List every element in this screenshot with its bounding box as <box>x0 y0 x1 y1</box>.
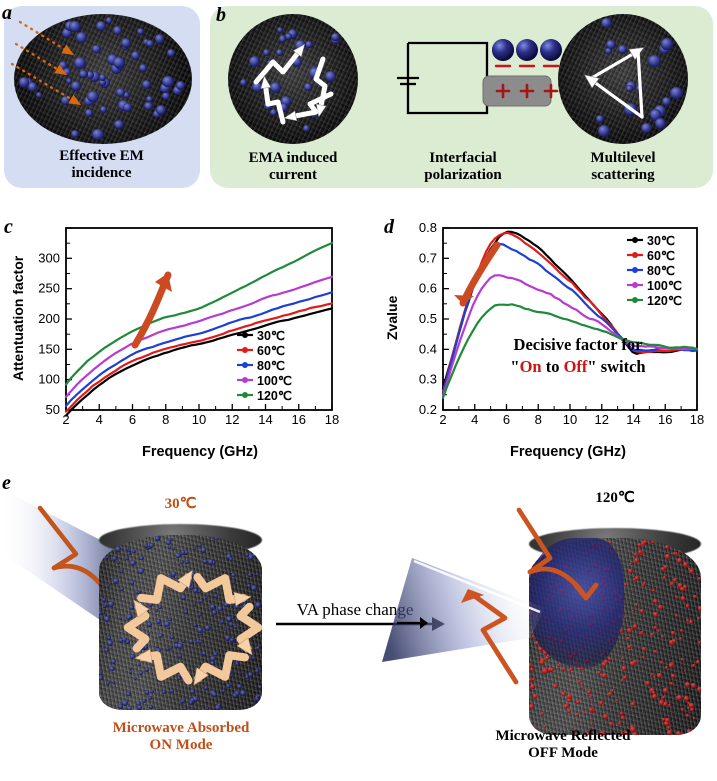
svg-text:2: 2 <box>439 412 446 427</box>
svg-text:6: 6 <box>503 412 510 427</box>
svg-text:0.6: 0.6 <box>419 281 437 296</box>
svg-text:8: 8 <box>535 412 542 427</box>
svg-text:120℃: 120℃ <box>647 294 682 308</box>
svg-text:0.8: 0.8 <box>419 220 437 235</box>
svg-text:0.2: 0.2 <box>419 402 437 417</box>
svg-text:"On to Off" switch: "On to Off" switch <box>510 357 645 376</box>
svg-text:Decisive factor for: Decisive factor for <box>514 335 643 354</box>
svg-text:60℃: 60℃ <box>647 249 675 263</box>
svg-text:12: 12 <box>595 412 609 427</box>
svg-text:4: 4 <box>471 412 478 427</box>
svg-text:0.3: 0.3 <box>419 372 437 387</box>
svg-text:16: 16 <box>658 412 672 427</box>
svg-text:18: 18 <box>690 412 704 427</box>
svg-text:10: 10 <box>563 412 577 427</box>
svg-text:80℃: 80℃ <box>647 264 675 278</box>
svg-text:0.7: 0.7 <box>419 250 437 265</box>
svg-text:14: 14 <box>626 412 640 427</box>
svg-text:0.5: 0.5 <box>419 311 437 326</box>
svg-text:30℃: 30℃ <box>647 234 675 248</box>
svg-text:0.4: 0.4 <box>419 341 437 356</box>
svg-text:100℃: 100℃ <box>647 279 682 293</box>
